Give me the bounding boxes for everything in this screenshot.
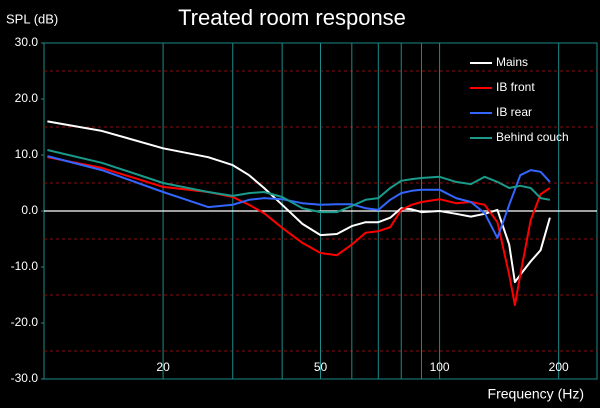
series-line — [47, 155, 551, 239]
legend-label: Behind couch — [496, 130, 569, 144]
x-tick-label: 100 — [430, 360, 450, 374]
x-tick-label: 50 — [314, 360, 328, 374]
y-axis-label: SPL (dB) — [6, 11, 58, 26]
y-tick-label: 20.0 — [15, 91, 39, 105]
y-tick-label: -30.0 — [11, 371, 39, 385]
x-tick-label: 200 — [549, 360, 569, 374]
y-tick-label: -20.0 — [11, 315, 39, 329]
y-tick-label: 30.0 — [15, 35, 39, 49]
series-line — [47, 149, 551, 214]
x-axis-label: Frequency (Hz) — [488, 386, 584, 402]
legend-label: IB front — [496, 80, 535, 94]
y-tick-label: 0.0 — [21, 203, 38, 217]
y-tick-label: 10.0 — [15, 147, 39, 161]
legend-label: Mains — [496, 55, 528, 69]
series-line — [47, 120, 551, 284]
plot-area: 20 50 100 200 -30.0 -20.0 -10.0 0.0 10.0 20.0 30.0… — [11, 35, 598, 385]
x-tick-label: 20 — [156, 360, 170, 374]
chart-title: Treated room response — [178, 5, 406, 30]
legend-label: IB rear — [496, 105, 532, 119]
y-tick-label: -10.0 — [11, 259, 39, 273]
